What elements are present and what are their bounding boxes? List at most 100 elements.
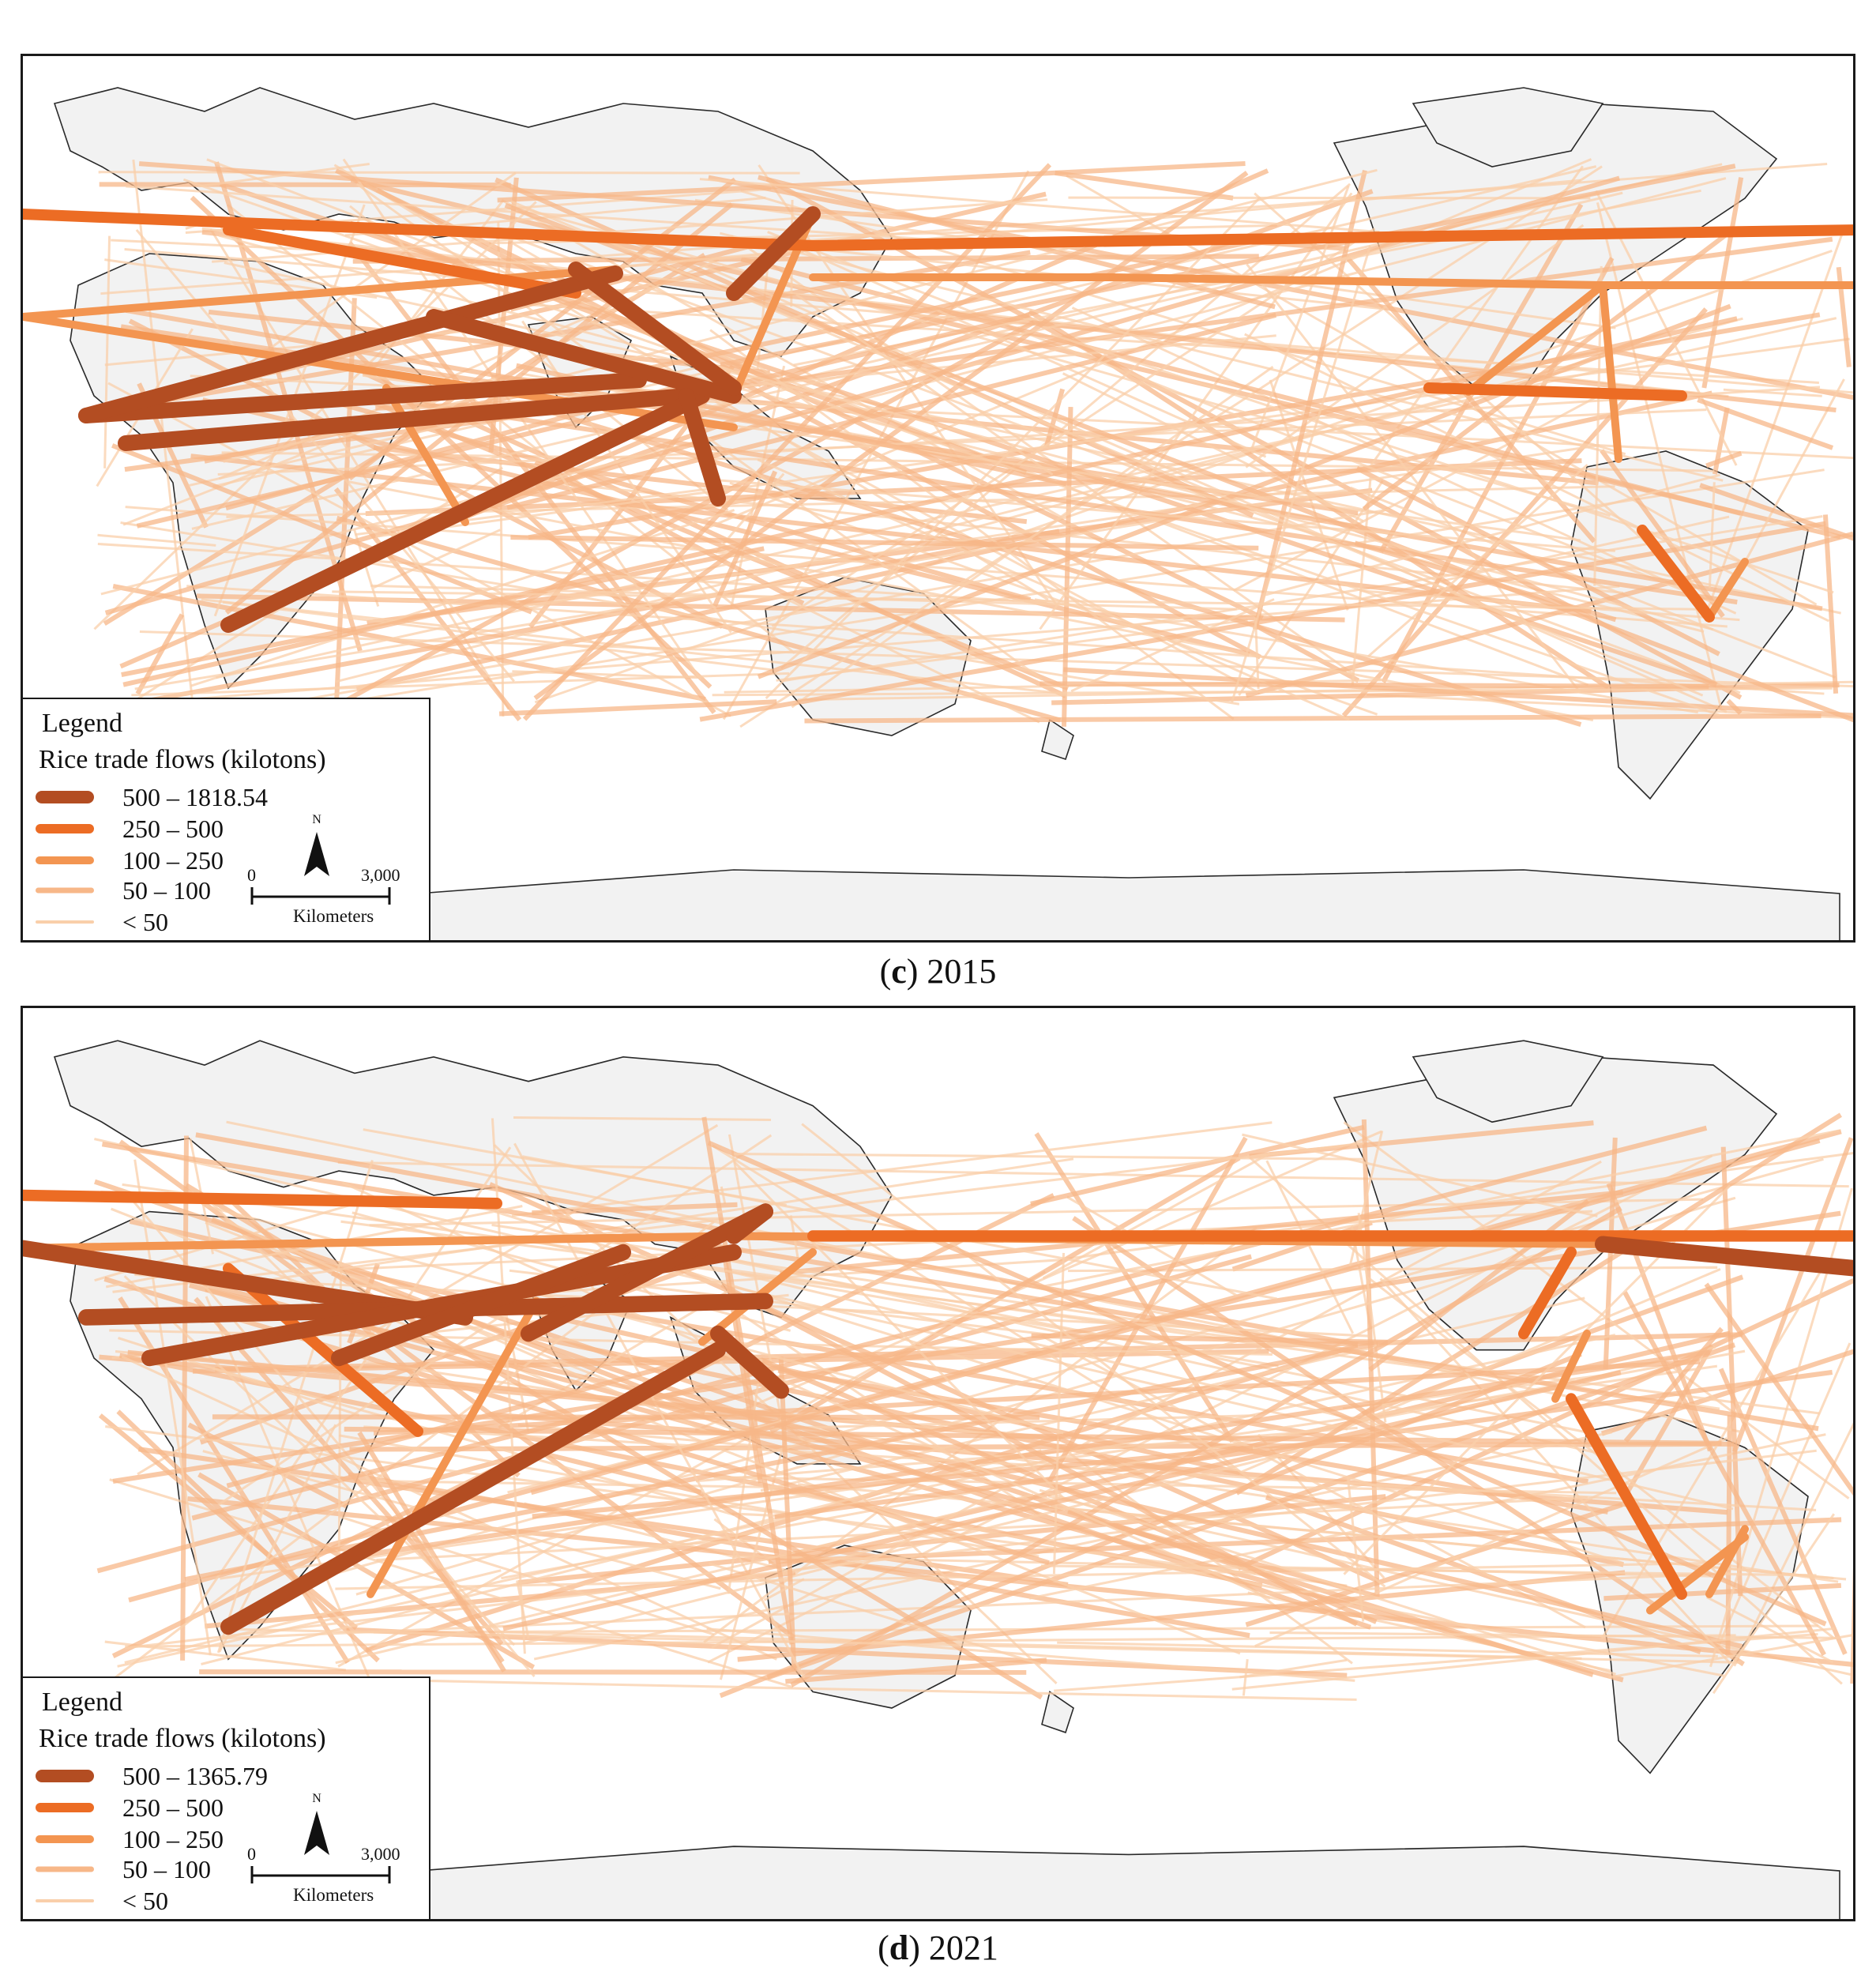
flow-line [1265, 1495, 1701, 1654]
flow-line [1623, 1326, 1724, 1443]
flow-line [498, 1289, 730, 1429]
flow-line-100-250 [23, 1232, 738, 1253]
flow-line [1732, 1137, 1853, 1453]
flow-line-100-250 [382, 384, 469, 526]
scale-bar: 0 3,000 Kilometers [246, 865, 412, 928]
legend-class-4: 50 – 100 [36, 875, 296, 906]
scale-tick-0: 0 [247, 1844, 256, 1864]
flow-line [501, 1349, 1746, 1580]
legend-label-3: 100 – 250 [122, 1825, 224, 1853]
flow-line [497, 160, 1246, 203]
flow-line [1042, 1129, 1840, 1288]
flow-line [206, 158, 1589, 687]
legend-class-3: 100 – 250 [36, 1823, 296, 1855]
map-panel-2015: Legend Rice trade flows (kilotons) 500 –… [21, 54, 1855, 943]
flow-line [1850, 1566, 1853, 1684]
flow-line-250-500 [23, 209, 818, 251]
panel-caption-2021: (d) 2021 [878, 1928, 998, 1967]
flow-line [186, 585, 1825, 695]
flow-line [757, 458, 1350, 721]
flow-line-250-500 [1566, 1393, 1687, 1600]
legend-class-3: 100 – 250 [36, 845, 296, 876]
flow-line-250-500 [1637, 525, 1715, 623]
flow-line [363, 1425, 1817, 1511]
flow-line [1704, 1282, 1853, 1496]
flow-line [370, 1678, 1357, 1701]
flow-line [1367, 464, 1588, 657]
flow-line [1055, 170, 1234, 201]
legend-swatch-2 [36, 1803, 94, 1812]
legend-swatch-2 [36, 824, 94, 833]
flow-line [740, 256, 1742, 516]
flow-line [336, 1157, 1824, 1575]
flow-line [187, 1496, 1853, 1667]
flow-line [1052, 1252, 1066, 1575]
flow-line [1244, 333, 1830, 623]
scale-unit: Kilometers [293, 906, 374, 926]
landmass-8 [1412, 1040, 1604, 1123]
flow-line [218, 234, 1714, 631]
flow-line [1708, 482, 1716, 589]
flow-line [1716, 1342, 1852, 1648]
flow-line [799, 247, 1267, 458]
flow-line-100-250 [1551, 1329, 1591, 1403]
flow-line [138, 161, 1346, 251]
flow-line [1039, 192, 1353, 630]
flow-line [1051, 333, 1834, 594]
flow-line [117, 1334, 1616, 1668]
flow-line [724, 1269, 1734, 1511]
flow-line [1370, 165, 1584, 466]
flow-line [98, 171, 800, 175]
legend-label-2: 250 – 500 [122, 815, 224, 843]
flow-line [199, 163, 370, 188]
flow-line [94, 1138, 1348, 1431]
flow-line-500-plus [331, 1244, 631, 1367]
flow-line [1725, 1415, 1732, 1655]
flow-line-100-250 [1646, 1533, 1749, 1615]
flow-line [334, 320, 1036, 709]
flow-line [1231, 245, 1372, 703]
flow-line-500-plus [726, 1203, 773, 1244]
flow-line [1379, 1277, 1731, 1665]
legend-swatch-1 [36, 791, 94, 803]
legend-subtitle: Rice trade flows (kilotons) [39, 1724, 326, 1753]
flow-line [1723, 388, 1822, 397]
flow-line [98, 1413, 359, 1631]
flow-line [190, 453, 1592, 614]
flow-line [705, 478, 1615, 552]
flow-line [202, 1450, 721, 1590]
flow-line [1031, 1333, 1388, 1345]
flow-line [1042, 1152, 1270, 1280]
flow-line [771, 227, 1376, 628]
flow-line [362, 371, 1067, 698]
flow-line [1040, 1564, 1817, 1577]
flow-line [1603, 1137, 1618, 1369]
flow-line [1063, 667, 1853, 718]
flow-line [97, 533, 216, 547]
flow-line-500-plus [679, 388, 726, 506]
legend-title: Legend [42, 709, 122, 738]
flow-line [1727, 378, 1845, 593]
legend-class-2: 250 – 500 [36, 1792, 296, 1823]
flow-line [1263, 473, 1720, 596]
flow-line [1346, 1477, 1365, 1622]
flow-line [704, 265, 1727, 713]
flow-line [127, 1349, 781, 1418]
flow-line [345, 390, 1738, 605]
flow-line [125, 1449, 1817, 1650]
flow-line [1039, 1488, 1616, 1676]
flow-line [1265, 1160, 1355, 1334]
legend-swatch-3 [36, 856, 94, 864]
scale-unit: Kilometers [293, 1885, 374, 1905]
flow-line [126, 307, 1823, 611]
flow-line [734, 1152, 1363, 1161]
flow-line [126, 185, 1068, 250]
flow-line [533, 171, 1249, 701]
flow-line-250-500 [807, 224, 1853, 251]
flow-line [758, 164, 1058, 607]
flow-line [511, 1121, 1273, 1217]
flow-line [699, 521, 1826, 722]
flow-line [510, 200, 1704, 697]
flow-line-500-plus [726, 206, 821, 301]
flow-line [804, 713, 1821, 724]
